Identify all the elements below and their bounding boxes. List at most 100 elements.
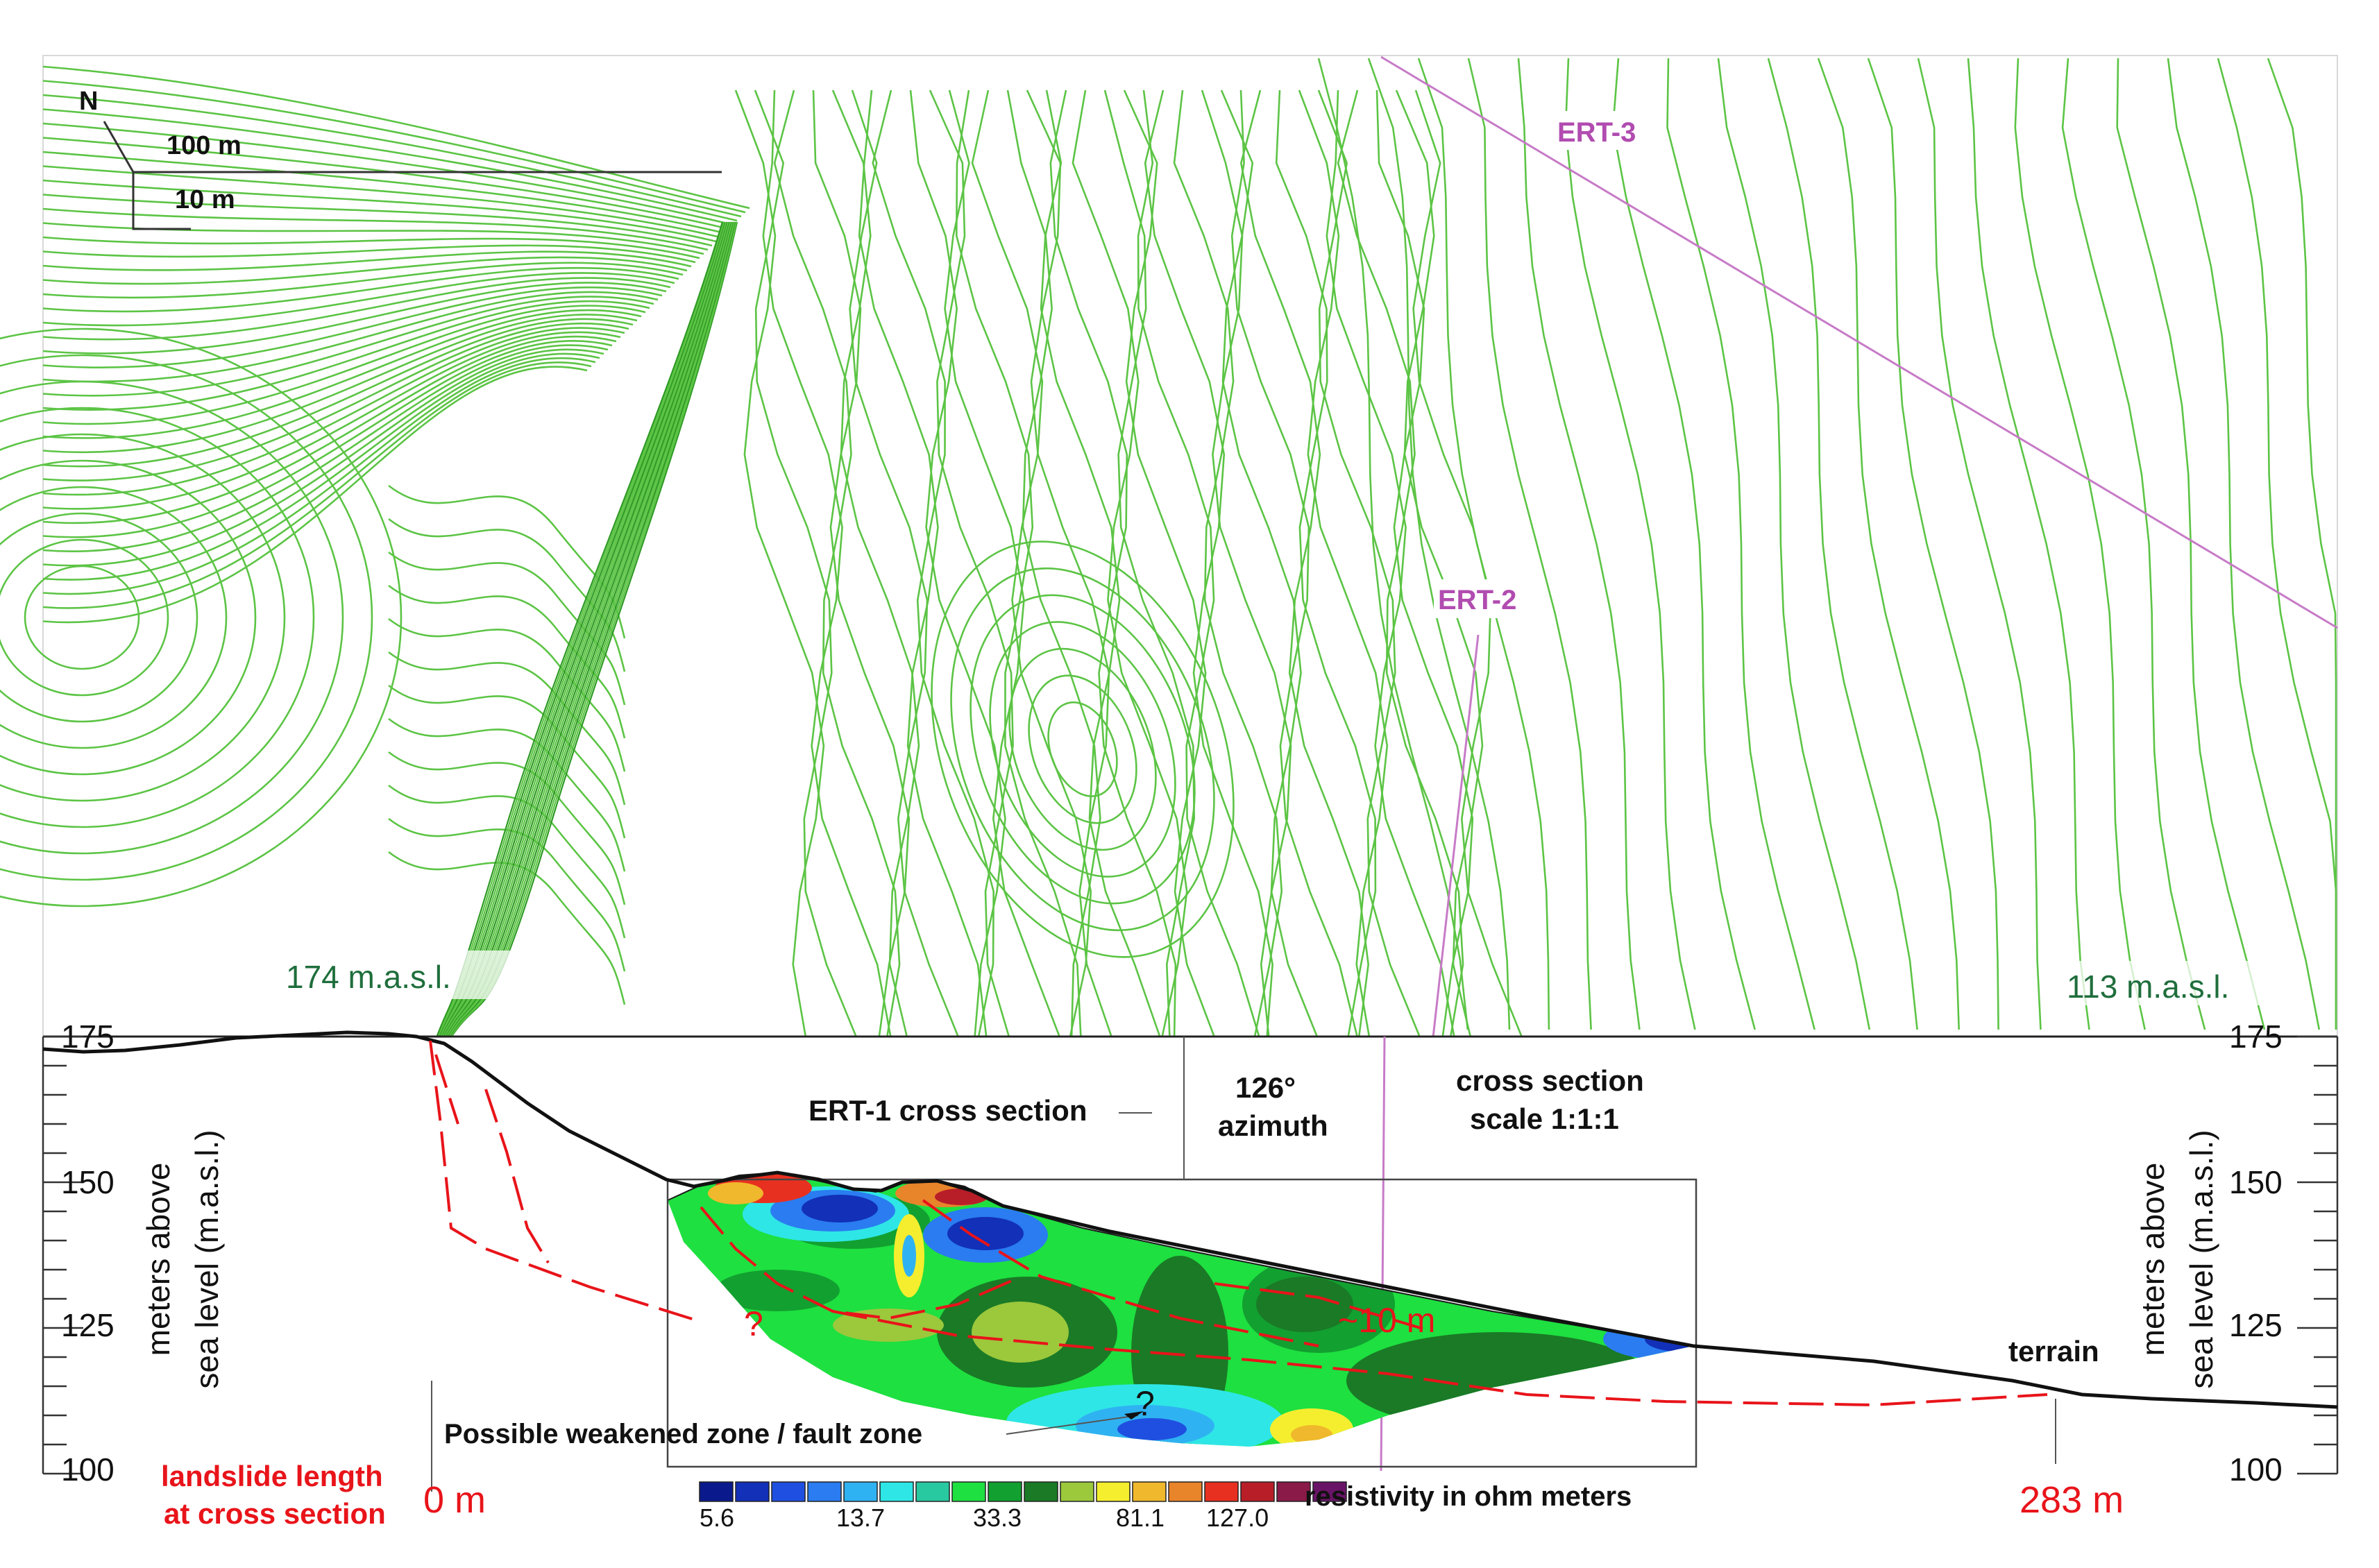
terrain-profile (42, 1030, 2338, 1409)
contour-ring (1047, 701, 1118, 797)
north-arrow-scale (103, 121, 722, 230)
contour-line (1767, 58, 1918, 1030)
contour-lines (0, 58, 2337, 1038)
contour-line (1326, 90, 1455, 1038)
contour-ring (0, 459, 257, 776)
contour-line (42, 296, 654, 397)
contour-line (1137, 90, 1260, 1038)
contour-line (872, 90, 995, 1038)
azimuth-value: 126° (1235, 1071, 1296, 1104)
contour-line (42, 366, 588, 624)
contour-line (42, 318, 634, 468)
ert3-line (1380, 56, 2338, 629)
contour-line (1967, 58, 2090, 1030)
legend-swatch (988, 1481, 1022, 1502)
contour-line (909, 90, 1006, 1038)
contour-line (1201, 90, 1292, 1038)
contour-line (42, 344, 609, 552)
legend-title: resistivity in ohm meters (1305, 1481, 1632, 1512)
ert1-box (666, 1178, 1698, 1468)
scale-line2: scale 1:1:1 (1470, 1102, 1619, 1135)
contour-line (42, 287, 663, 368)
contour-line (42, 361, 592, 609)
contour-line (2267, 58, 2337, 1030)
contour-line (1867, 58, 1999, 1030)
contour-line (1717, 58, 1871, 1030)
axis-left-tick-150: 150 (61, 1164, 115, 1200)
axis-right-title-line2: sea level (m.a.s.l.) (2183, 1130, 2219, 1388)
contour-line (1230, 90, 1359, 1038)
contour-ring (931, 540, 1235, 958)
axis-left-title-line2: sea level (m.a.s.l.) (189, 1130, 225, 1388)
contour-line (1006, 90, 1101, 1038)
leader-lines (431, 1037, 2056, 1492)
scarp-line (448, 221, 736, 1038)
question-mark-fault: ? (1135, 1384, 1155, 1423)
contour-line (1395, 90, 1484, 1038)
contour-ring (1008, 647, 1157, 851)
contour-line (42, 65, 750, 210)
contour-line (42, 282, 667, 355)
scale-100m-label: 100 m (167, 131, 242, 160)
scarp-line (438, 221, 727, 1038)
legend-swatch (1276, 1481, 1311, 1502)
contour-line (762, 90, 892, 1038)
scarp-line (440, 221, 728, 1038)
axis-left (42, 1035, 83, 1475)
legend-swatch (699, 1481, 734, 1502)
legend-swatch (951, 1481, 986, 1502)
contour-line (42, 122, 734, 226)
legend-swatch (1132, 1481, 1167, 1502)
contour-line (2167, 58, 2321, 1030)
contour-line (812, 90, 911, 1038)
contour-line (42, 236, 700, 259)
contour-ring (0, 354, 373, 881)
contour-ring (0, 512, 198, 723)
start-distance-label: 0 m (423, 1479, 486, 1521)
contour-line (42, 207, 709, 251)
scale-10m-label: 10 m (175, 185, 235, 214)
contour-line (2061, 58, 2206, 1030)
legend-swatch (843, 1481, 878, 1502)
contour-line (1317, 90, 1421, 1038)
legend-swatch (735, 1481, 770, 1502)
contour-line (1611, 58, 1756, 1030)
legend-swatch (1204, 1481, 1239, 1502)
contour-line (388, 851, 626, 1005)
contour-line (42, 165, 721, 239)
contour-line (831, 90, 920, 1038)
contour-line (1123, 90, 1216, 1038)
scarp-line (442, 221, 730, 1038)
contour-line (1275, 90, 1377, 1038)
scarp-line (443, 221, 731, 1038)
contour-line (1375, 90, 1474, 1038)
contour-line (1917, 58, 2042, 1030)
axis-right-title-line1: meters above (2135, 1163, 2171, 1356)
axis-right-tick-100: 100 (2229, 1451, 2283, 1488)
contour-line (754, 90, 858, 1038)
contour-ring (0, 407, 315, 828)
scarp-line (437, 221, 725, 1038)
contour-line (388, 617, 626, 772)
contour-line (42, 256, 688, 285)
contour-line (1144, 90, 1274, 1038)
ert2-label: ERT-2 (1438, 585, 1516, 615)
legend-swatch (1240, 1481, 1275, 1502)
contour-line (42, 262, 684, 299)
legend-swatch (807, 1481, 842, 1502)
axis-left-tick-125: 125 (61, 1307, 115, 1343)
scarp-line (441, 221, 729, 1038)
contour-line (42, 277, 671, 341)
elevation-right-label: 113 m.a.s.l. (2067, 969, 2229, 1005)
contour-line (734, 90, 825, 1038)
contour-line (42, 194, 713, 247)
contour-line (1817, 58, 1960, 1030)
contour-line (1317, 58, 1469, 1030)
scarp-line (437, 221, 726, 1038)
legend-swatch (771, 1481, 806, 1502)
contour-line (773, 90, 901, 1038)
contour-line (388, 584, 626, 739)
legend-swatch (1096, 1481, 1131, 1502)
scarp-line (449, 221, 737, 1038)
scarp-line (448, 221, 736, 1038)
